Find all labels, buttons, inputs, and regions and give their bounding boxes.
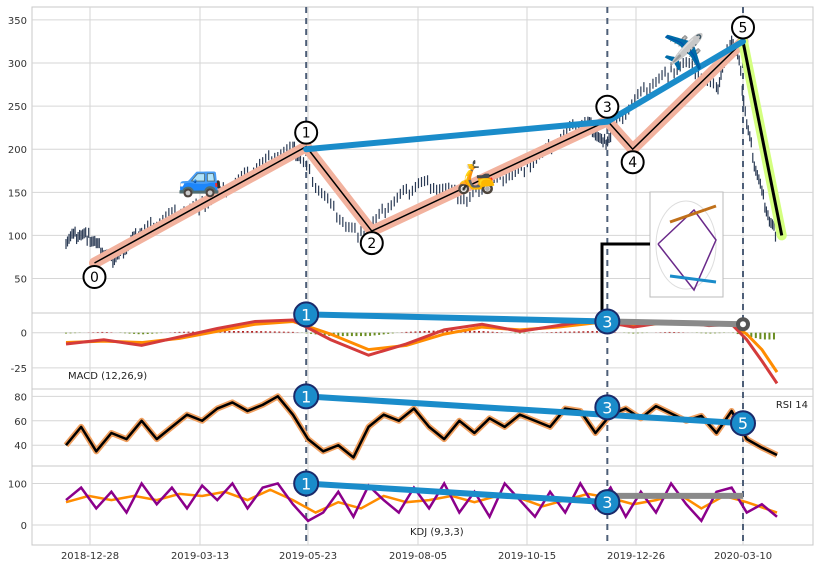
rsi-wave-marker-label: 5 (738, 414, 748, 433)
rsi-trendline (305, 393, 744, 427)
ytick-label-price: 50 (14, 275, 27, 286)
xtick-label: 2019-12-26 (607, 551, 665, 562)
text-layer: 501001502002503003500-2540608001002018-1… (8, 16, 808, 562)
wave-marker-2 (359, 231, 384, 256)
panel-label-macd: MACD (12,26,9) (68, 371, 147, 382)
wave-marker-label: 4 (628, 155, 637, 171)
xtick-label: 2019-10-15 (498, 551, 556, 562)
inset-ellipse (655, 200, 717, 290)
macd-wave-marker-label: 3 (602, 312, 612, 331)
price-trendline (303, 38, 746, 153)
panel-label-kdj: KDJ (9,3,3) (410, 527, 464, 538)
panel-frame-kdj (31, 465, 814, 546)
xtick-label: 2019-03-13 (171, 551, 229, 562)
ytick-label-rsi: 60 (14, 417, 27, 428)
ytick-label-price: 300 (8, 59, 27, 70)
kdj-wave-marker (594, 489, 621, 516)
xtick-label: 2020-03-10 (714, 551, 772, 562)
ytick-label-rsi: 80 (14, 392, 27, 403)
macd-wave-marker-label: 1 (301, 305, 311, 324)
macd-wave-marker (594, 308, 621, 335)
ytick-label-price: 350 (8, 16, 27, 27)
rsi-wave-marker (730, 410, 756, 437)
panel-label-rsi: RSI 14 (776, 400, 808, 411)
scooter-emoji: 🛵 (456, 158, 496, 196)
rsi-line (65, 395, 778, 459)
wave-marker-label: 0 (90, 270, 99, 286)
macd-signal-line (65, 319, 779, 373)
car-emoji: 🚙 (178, 158, 223, 199)
ytick-label-price: 200 (8, 145, 27, 156)
inset-stroke (669, 204, 717, 224)
ytick-label-rsi: 40 (14, 441, 27, 452)
kdj-wave-marker-label: 1 (301, 474, 311, 493)
rsi-wave-marker (293, 383, 320, 410)
wave-marker-1 (294, 120, 319, 145)
kdj-d-line (65, 488, 778, 514)
series-layer (63, 35, 787, 524)
grid-layer (31, 6, 814, 546)
kdj-k-line (65, 480, 778, 524)
macd-wave-marker (293, 301, 320, 328)
wave-marker-label: 1 (302, 126, 311, 142)
wave-band (88, 35, 749, 269)
ytick-label-macd: -25 (11, 364, 27, 375)
xtick-label: 2019-05-23 (279, 551, 337, 562)
macd-gray-line (604, 318, 746, 328)
marker-layer (82, 15, 756, 516)
inset-connector (600, 242, 650, 322)
kdj-wave-marker-label: 3 (602, 493, 612, 512)
ytick-label-price: 100 (8, 231, 27, 242)
rsi-wave-marker-label: 1 (301, 387, 311, 406)
ytick-label-kdj: 100 (8, 479, 27, 490)
wave-marker-label: 2 (367, 236, 376, 252)
wave-marker-label: 5 (739, 20, 748, 36)
plane-emoji: ✈️ (663, 31, 705, 72)
inset-stroke (669, 274, 717, 284)
wave-marker-4 (620, 150, 645, 175)
wave-marker-label: 3 (603, 100, 612, 116)
wave-down-line (741, 41, 784, 236)
macd-trendline (306, 311, 608, 325)
macd-gray-end-dot (740, 321, 746, 328)
xtick-label: 2018-12-28 (61, 551, 119, 562)
rsi-wave-marker (594, 394, 621, 421)
ytick-label-price: 250 (8, 102, 27, 113)
rsi-wave-marker-label: 3 (602, 398, 612, 417)
kdj-wave-marker (293, 470, 320, 497)
kdj-trendline (305, 480, 608, 506)
inset-pattern (657, 208, 717, 292)
wave-marker-0 (82, 265, 107, 290)
ytick-label-kdj: 0 (21, 521, 27, 532)
xtick-label: 2019-08-05 (389, 551, 447, 562)
ytick-label-macd: 0 (21, 329, 27, 340)
ytick-label-price: 150 (8, 188, 27, 199)
wave-marker-5 (731, 15, 755, 40)
wave-line (94, 40, 744, 264)
wave-marker-3 (595, 94, 620, 119)
macd-line (65, 318, 779, 385)
